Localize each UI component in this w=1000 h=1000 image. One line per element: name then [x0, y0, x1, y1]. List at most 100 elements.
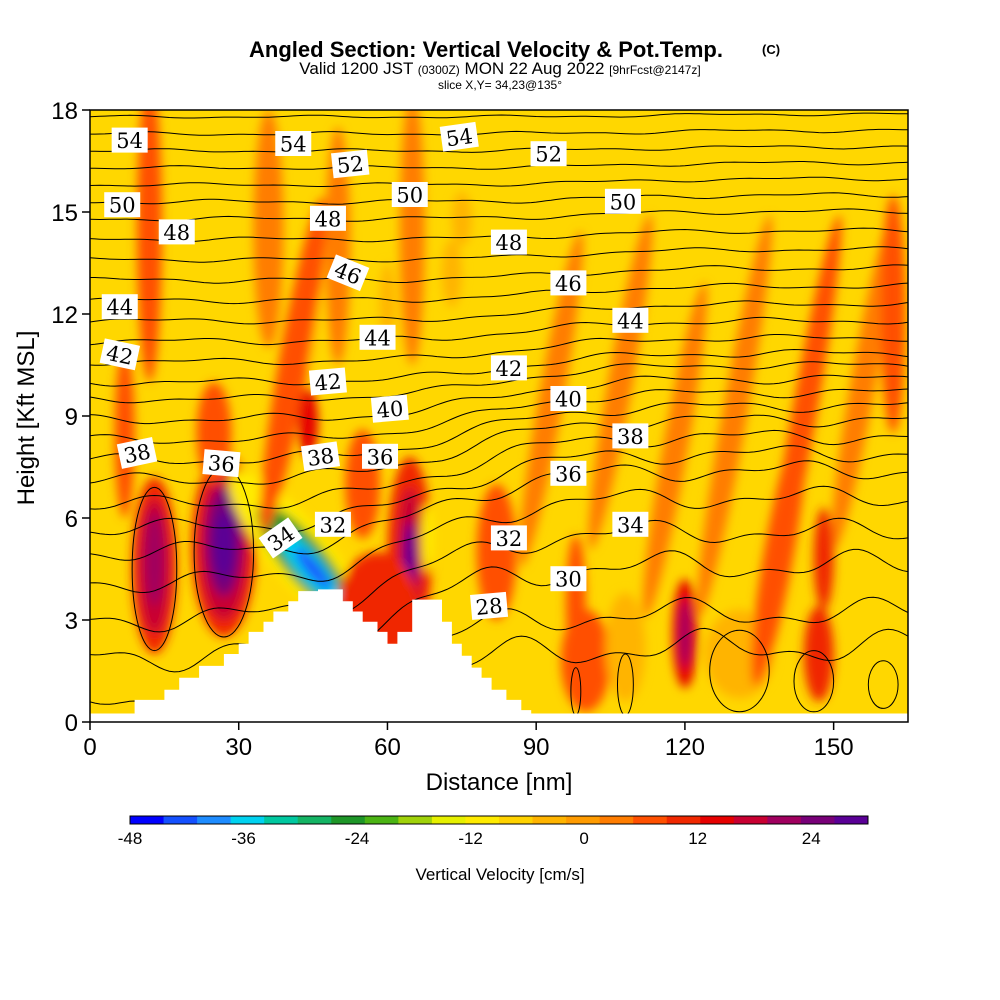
theta-label-text: 38 — [617, 425, 644, 449]
y-tick-label: 9 — [65, 404, 78, 431]
theta-label-21: 38 — [116, 436, 158, 469]
theta-contour-39 — [90, 374, 908, 425]
theta-label-text: 38 — [122, 439, 153, 468]
colorbar-swatch-6 — [331, 816, 366, 824]
velocity-cell-25 — [803, 606, 834, 702]
theta-label-28: 34 — [612, 511, 649, 537]
theta-label-box — [391, 182, 428, 207]
chart-subtitle: Valid 1200 JST (0300Z) MON 22 Aug 2022 [… — [299, 59, 700, 78]
theta-label-box — [258, 517, 303, 559]
theta-label-box — [550, 460, 587, 486]
theta-label-text: 42 — [314, 369, 343, 395]
theta-contour-53 — [90, 145, 908, 153]
colorbar-swatch-15 — [633, 816, 668, 824]
theta-contour-30 — [90, 548, 908, 673]
theta-contour-46 — [90, 264, 908, 284]
velocity-cell-2 — [145, 511, 164, 607]
colorbar-swatch-2 — [197, 816, 232, 824]
theta-label-text: 54 — [280, 133, 307, 157]
theta-label-6: 50 — [391, 182, 428, 208]
velocity-cell-34 — [588, 214, 653, 550]
colorbar-swatch-17 — [700, 816, 735, 824]
chart-slice-label: slice X,Y= 34,23@135° — [438, 78, 562, 92]
theta-label-14: 44 — [359, 324, 396, 350]
colorbar-swatch-20 — [800, 816, 835, 824]
colorbar-swatch-18 — [733, 816, 768, 824]
theta-label-box — [300, 441, 341, 472]
theta-label-box — [530, 141, 567, 167]
theta-contour-49 — [90, 208, 908, 222]
theta-label-box — [104, 192, 141, 218]
theta-label-25: 36 — [362, 443, 399, 469]
theta-label-box — [331, 149, 370, 179]
velocity-cell-19 — [298, 388, 319, 457]
velocity-cell-38 — [831, 214, 896, 550]
theta-label-7: 50 — [604, 188, 641, 214]
x-axis-title: Distance [nm] — [426, 769, 573, 796]
theta-contour-44 — [90, 300, 908, 325]
theta-contour-40 — [90, 361, 908, 404]
theta-label-box — [490, 229, 527, 255]
velocity-cell-40 — [565, 535, 586, 671]
subtitle-forecast: [9hrFcst@2147z] — [609, 63, 701, 77]
colorbar-swatch-14 — [599, 816, 634, 824]
colorbar-tick-label: -48 — [118, 829, 143, 848]
velocity-cell-21 — [678, 599, 691, 668]
colorbar-swatch-8 — [398, 816, 433, 824]
colorbar-swatch-19 — [767, 816, 802, 824]
theta-contour-54 — [90, 128, 908, 136]
theta-contour-34 — [90, 445, 908, 536]
theta-label-16: 42 — [99, 338, 141, 371]
colorbar-tick-label: 24 — [802, 829, 821, 848]
theta-contour-45 — [90, 282, 908, 305]
theta-label-18: 42 — [490, 355, 527, 381]
colorbar-tick-label: -36 — [231, 829, 256, 848]
theta-label-box — [275, 131, 312, 156]
y-tick-label: 3 — [65, 608, 78, 635]
terrain — [90, 589, 908, 722]
velocity-cell-24 — [605, 592, 646, 702]
velocity-cell-45 — [476, 484, 517, 620]
theta-label-text: 54 — [445, 124, 475, 151]
theta-contour-38 — [90, 388, 908, 444]
theta-label-box — [111, 127, 148, 153]
velocity-cell-18 — [260, 197, 327, 533]
y-axis-title: Height [Kft MSL] — [13, 331, 40, 506]
theta-label-box — [308, 367, 347, 396]
theta-label-text: 50 — [396, 184, 423, 208]
x-tick-label: 150 — [814, 734, 854, 761]
colorbar-swatch-4 — [264, 816, 299, 824]
colorbar-tick-label: -24 — [345, 829, 370, 848]
colorbar-swatch-7 — [364, 816, 399, 824]
subtitle-valid: Valid 1200 JST — [299, 59, 413, 78]
theta-label-5: 50 — [104, 192, 141, 218]
theta-label-text: 50 — [610, 190, 637, 214]
theta-label-13: 44 — [101, 294, 138, 320]
y-tick-label: 18 — [51, 98, 78, 125]
colorbar-swatch-9 — [431, 816, 466, 824]
colorbar-frame — [129, 815, 869, 825]
y-tick-label: 6 — [65, 506, 78, 533]
colorbar-tick-label: 12 — [688, 829, 707, 848]
x-tick-label: 120 — [665, 734, 705, 761]
colorbar-swatch-21 — [834, 816, 869, 824]
theta-label-12: 46 — [550, 270, 587, 296]
theta-label-text: 50 — [109, 194, 136, 218]
velocity-cell-41 — [813, 507, 834, 610]
theta-label-24: 36 — [202, 449, 241, 477]
colorbar-swatch-11 — [499, 816, 534, 824]
velocity-cell-46 — [880, 195, 906, 433]
theta-label-box — [550, 270, 587, 296]
theta-label-box — [326, 254, 370, 292]
theta-label-26: 36 — [550, 460, 587, 486]
theta-label-10: 48 — [490, 229, 527, 255]
theta-label-text: 44 — [364, 326, 391, 350]
theta-label-text: 40 — [555, 388, 582, 412]
low-level-contour-4 — [709, 629, 770, 713]
velocity-cell-6 — [213, 511, 234, 580]
subtitle-date: MON 22 Aug 2022 — [465, 59, 605, 78]
